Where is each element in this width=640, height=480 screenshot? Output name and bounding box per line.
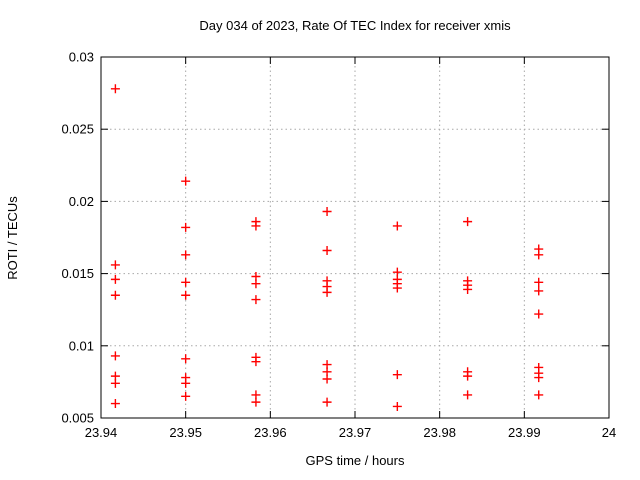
data-point bbox=[322, 397, 332, 407]
data-point bbox=[534, 390, 544, 400]
data-point bbox=[181, 277, 191, 287]
data-point bbox=[534, 277, 544, 287]
x-tick-label: 23.97 bbox=[339, 425, 372, 440]
data-point bbox=[463, 371, 473, 381]
y-tick-label: 0.025 bbox=[61, 122, 94, 137]
data-point bbox=[181, 222, 191, 232]
y-tick-label: 0.03 bbox=[69, 50, 94, 65]
data-point bbox=[110, 351, 120, 361]
data-point bbox=[110, 399, 120, 409]
data-point bbox=[463, 284, 473, 294]
data-point bbox=[110, 260, 120, 270]
x-tick-label: 24 bbox=[602, 425, 616, 440]
data-point bbox=[251, 357, 261, 367]
data-point bbox=[322, 207, 332, 217]
data-point bbox=[392, 401, 402, 411]
x-tick-label: 23.98 bbox=[423, 425, 456, 440]
data-point bbox=[392, 370, 402, 380]
data-point bbox=[463, 390, 473, 400]
data-point bbox=[534, 373, 544, 383]
data-point bbox=[251, 295, 261, 305]
data-point bbox=[251, 279, 261, 289]
data-point bbox=[534, 286, 544, 296]
data-point bbox=[392, 283, 402, 293]
y-tick-label: 0.015 bbox=[61, 266, 94, 281]
data-point bbox=[110, 290, 120, 300]
x-axis-title: GPS time / hours bbox=[305, 453, 405, 468]
y-tick-label: 0.005 bbox=[61, 411, 94, 426]
y-tick-label: 0.02 bbox=[69, 194, 94, 209]
data-point bbox=[110, 84, 120, 94]
x-tick-label: 23.99 bbox=[508, 425, 541, 440]
x-tick-label: 23.95 bbox=[169, 425, 202, 440]
y-tick-label: 0.01 bbox=[69, 338, 94, 353]
chart-title: Day 034 of 2023, Rate Of TEC Index for r… bbox=[199, 18, 511, 33]
x-tick-label: 23.96 bbox=[254, 425, 287, 440]
data-point bbox=[534, 250, 544, 260]
data-point bbox=[251, 397, 261, 407]
data-point bbox=[110, 274, 120, 284]
data-point bbox=[181, 176, 191, 186]
data-point bbox=[392, 221, 402, 231]
data-point bbox=[181, 250, 191, 260]
data-point bbox=[110, 378, 120, 388]
data-point bbox=[251, 221, 261, 231]
data-point bbox=[181, 354, 191, 364]
data-point bbox=[181, 391, 191, 401]
data-point bbox=[322, 287, 332, 297]
data-point bbox=[181, 290, 191, 300]
data-point bbox=[534, 309, 544, 319]
data-point bbox=[463, 217, 473, 227]
x-tick-label: 23.94 bbox=[85, 425, 118, 440]
data-point bbox=[322, 374, 332, 384]
data-point bbox=[181, 378, 191, 388]
data-point bbox=[322, 245, 332, 255]
